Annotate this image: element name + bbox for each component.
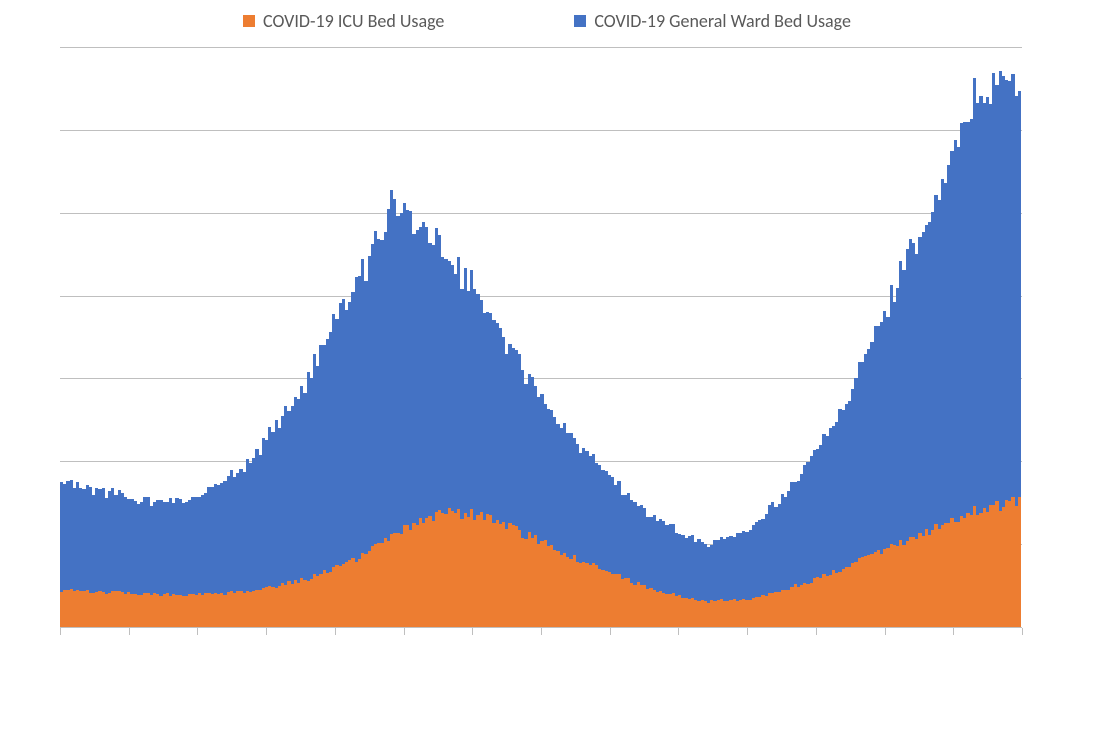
stacked-bars	[60, 48, 1022, 628]
plot-area	[60, 48, 1022, 628]
x-tick	[404, 628, 405, 635]
x-tick	[60, 628, 61, 635]
legend-swatch-icu	[243, 15, 255, 27]
segment-icu	[1018, 497, 1021, 628]
x-tick	[816, 628, 817, 635]
x-tick	[953, 628, 954, 635]
x-tick	[885, 628, 886, 635]
legend-item-general: COVID-19 General Ward Bed Usage	[574, 10, 851, 32]
bar-col	[1018, 91, 1021, 628]
x-tick	[1022, 628, 1023, 635]
x-tick	[541, 628, 542, 635]
x-tick	[335, 628, 336, 635]
x-tick	[129, 628, 130, 635]
segment-general-ward	[1018, 91, 1021, 497]
x-tick	[747, 628, 748, 635]
legend-swatch-general	[574, 15, 586, 27]
legend: COVID-19 ICU Bed Usage COVID-19 General …	[0, 10, 1094, 32]
legend-label-general: COVID-19 General Ward Bed Usage	[594, 10, 851, 32]
x-tick	[266, 628, 267, 635]
legend-item-icu: COVID-19 ICU Bed Usage	[243, 10, 444, 32]
x-tick	[678, 628, 679, 635]
x-tick	[472, 628, 473, 635]
legend-label-icu: COVID-19 ICU Bed Usage	[263, 10, 444, 32]
x-tick	[610, 628, 611, 635]
x-tick	[197, 628, 198, 635]
chart-container: COVID-19 ICU Bed Usage COVID-19 General …	[0, 0, 1094, 735]
